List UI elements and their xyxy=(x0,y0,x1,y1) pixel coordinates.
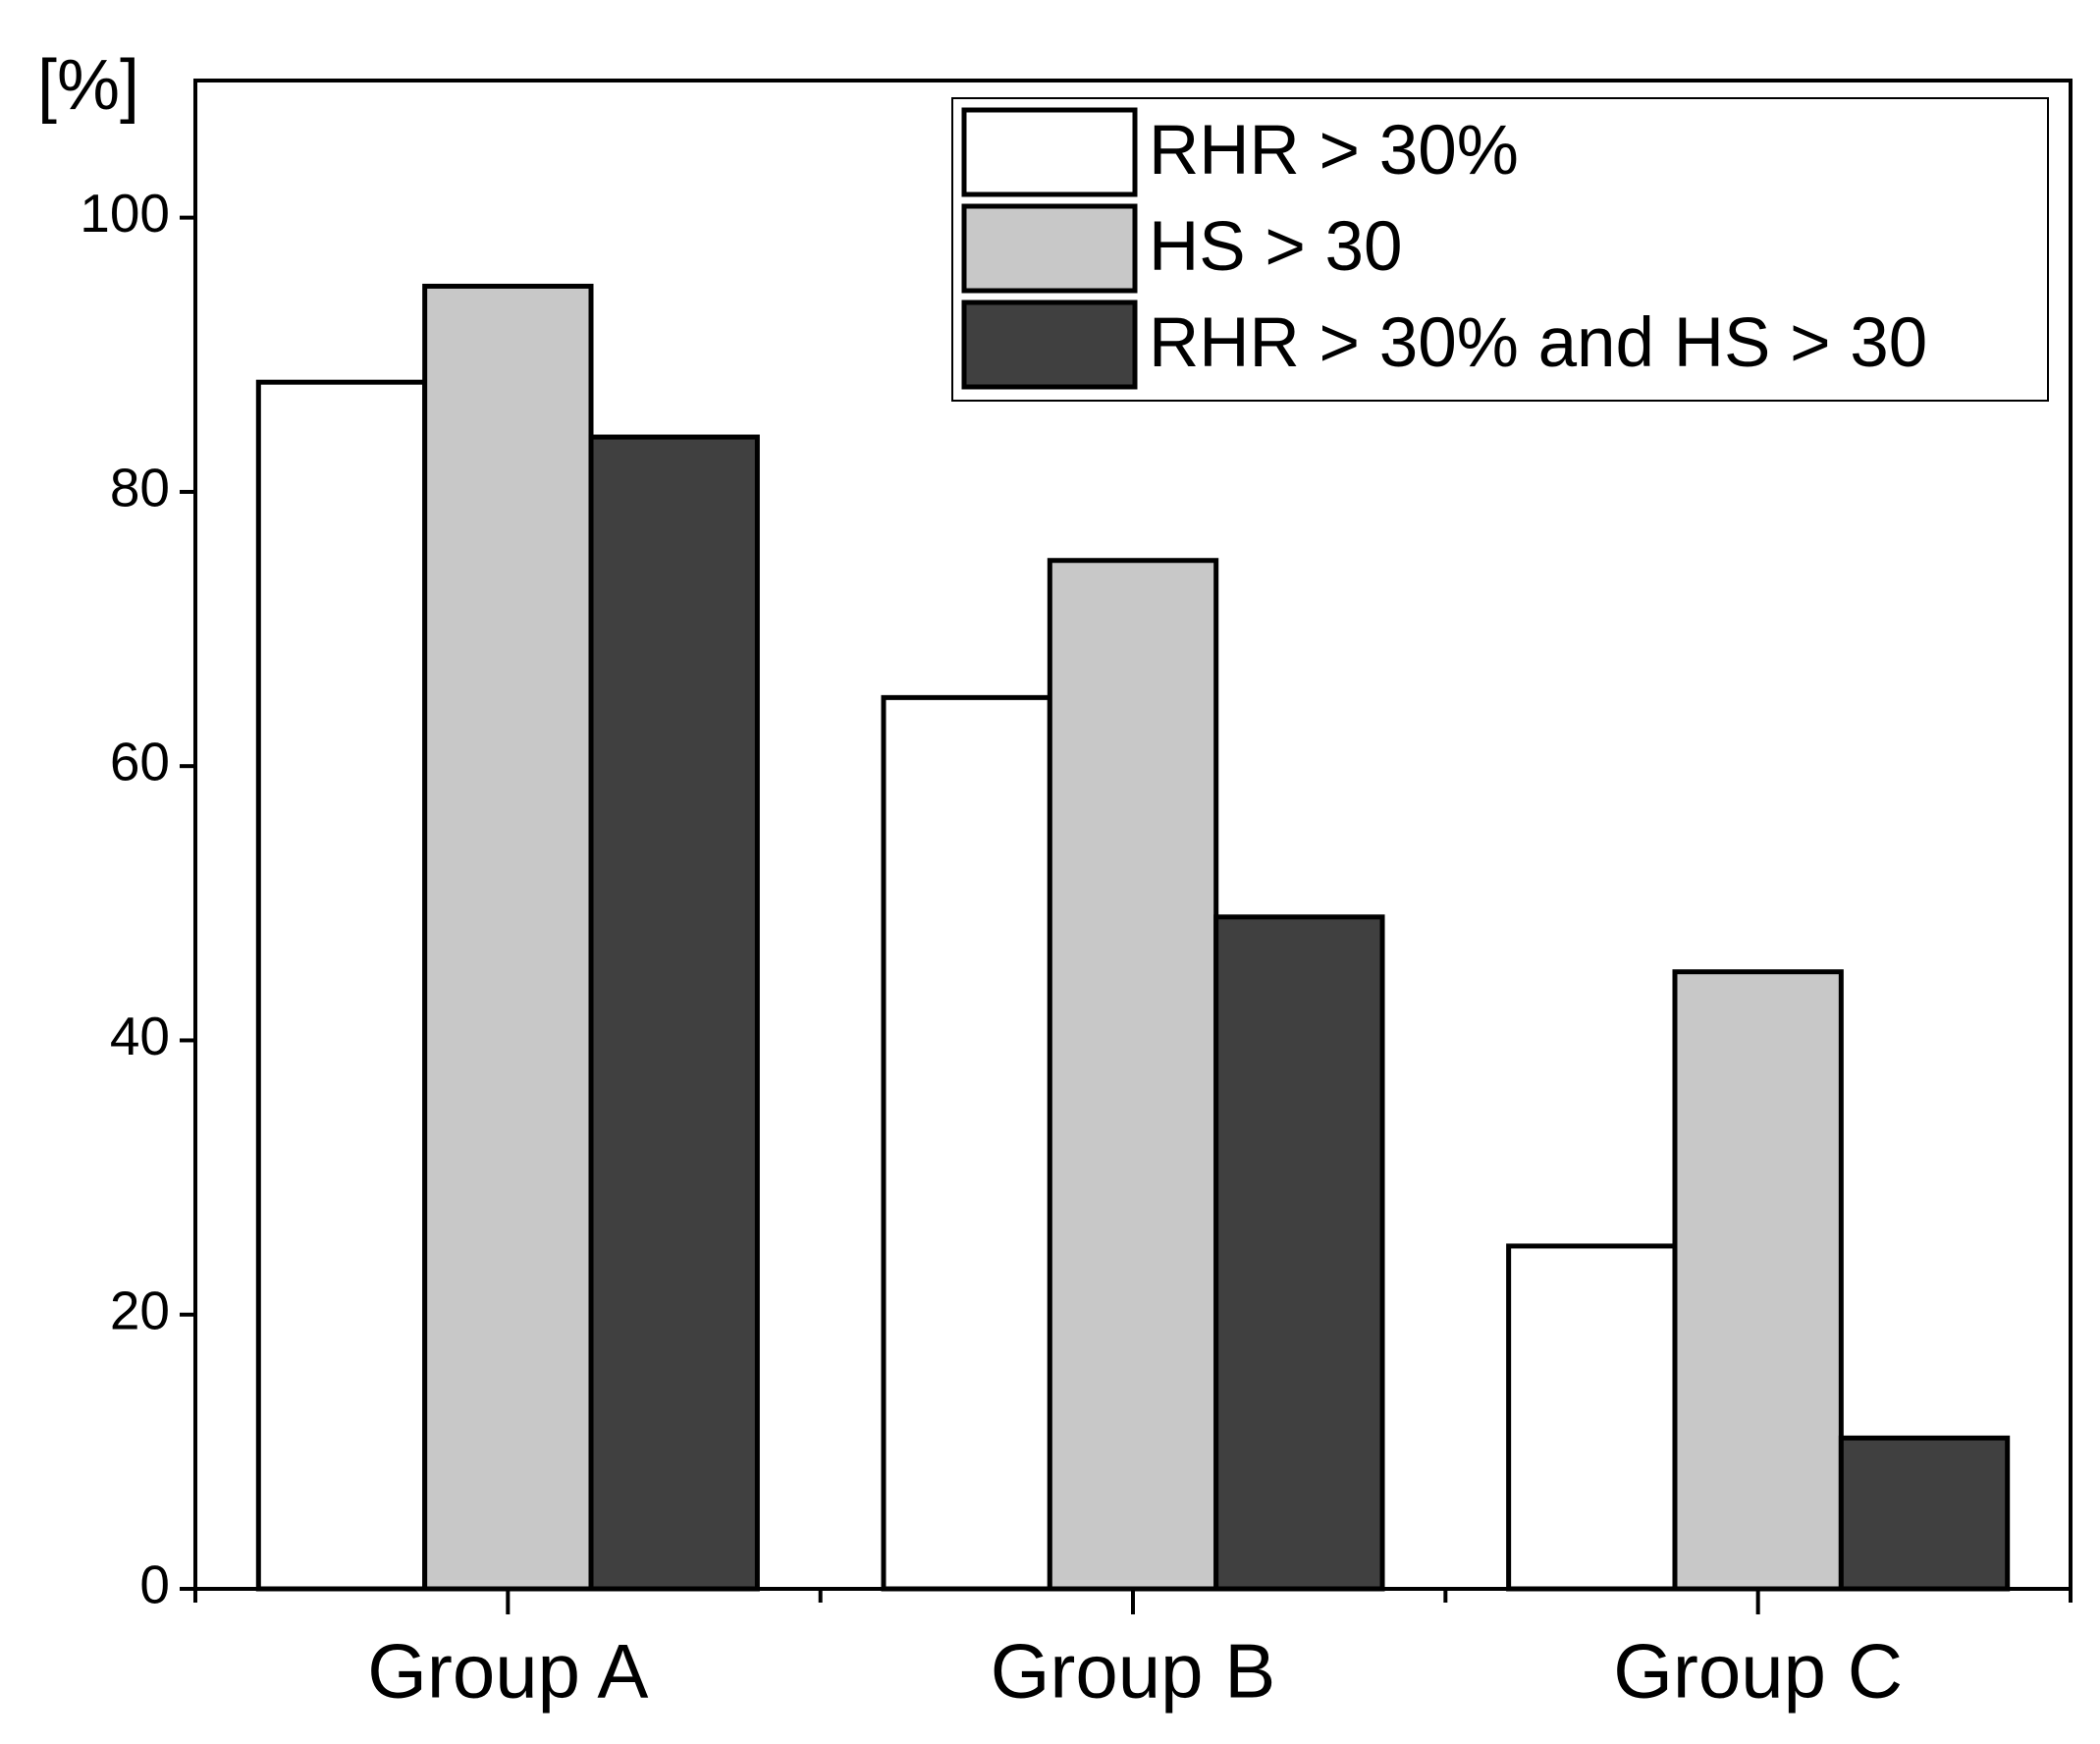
bar xyxy=(422,283,594,1592)
y-tick-label: 60 xyxy=(110,732,170,792)
legend-label: RHR > 30% xyxy=(1149,112,1519,190)
y-tick-label: 0 xyxy=(139,1554,170,1615)
y-tick-label: 40 xyxy=(110,1006,170,1066)
y-tick-label: 80 xyxy=(110,457,170,518)
y-axis-label: [%] xyxy=(37,46,139,125)
x-tick-label: Group B xyxy=(991,1628,1275,1715)
bar xyxy=(1506,1243,1678,1592)
y-tick-label: 20 xyxy=(110,1280,170,1340)
bar xyxy=(1213,914,1385,1592)
bar xyxy=(1047,558,1219,1592)
x-tick-label: Group A xyxy=(367,1628,648,1715)
legend-swatch xyxy=(961,203,1138,294)
bar xyxy=(1672,969,1844,1592)
legend-label: HS > 30 xyxy=(1149,208,1403,286)
legend-swatch xyxy=(961,107,1138,197)
legend-label: RHR > 30% and HS > 30 xyxy=(1149,304,1927,382)
plot-frame xyxy=(193,79,2073,1591)
bar xyxy=(881,694,1052,1592)
legend-swatch xyxy=(961,300,1138,390)
x-tick-label: Group C xyxy=(1613,1628,1903,1715)
bar xyxy=(255,379,428,1592)
y-tick-label: 100 xyxy=(80,183,170,244)
bar xyxy=(588,434,760,1592)
bar xyxy=(1838,1435,2011,1592)
